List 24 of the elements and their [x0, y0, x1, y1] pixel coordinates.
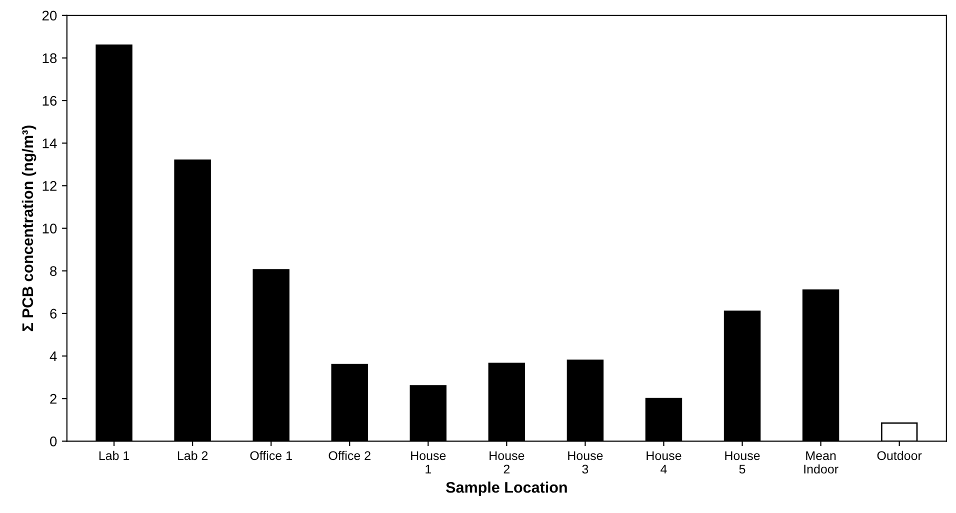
x-tick-label: House 4 [646, 451, 682, 474]
x-tick-label: House 5 [725, 451, 760, 474]
y-axis-title: Σ PCB concentration (ng/m³) [22, 126, 36, 332]
y-tick-label: 20 [42, 10, 57, 21]
x-tick-label: Outdoor [877, 450, 922, 460]
y-tick-label: 4 [50, 352, 57, 362]
x-tick-label: Office 1 [250, 450, 292, 460]
x-tick-label: Lab 2 [178, 450, 208, 460]
y-tick-label: 10 [42, 224, 57, 234]
y-tick-label: 16 [42, 96, 57, 106]
x-tick-label: House 2 [490, 451, 524, 474]
y-tick-label: 6 [50, 308, 57, 319]
x-tick-label: House 3 [568, 451, 603, 474]
x-tick-label: Mean Indoor [804, 451, 838, 474]
x-tick-label: Office 2 [328, 450, 370, 460]
x-axis-title: Sample Location [446, 482, 567, 496]
x-tick-label: Lab 1 [99, 450, 130, 460]
y-tick-label: 0 [50, 436, 57, 446]
y-tick-label: 12 [42, 181, 56, 191]
x-tick-label: House 1 [411, 451, 446, 474]
y-tick-label: 18 [42, 53, 57, 64]
y-tick-label: 2 [50, 394, 56, 404]
y-tick-label: 14 [42, 138, 57, 148]
y-tick-label: 8 [50, 266, 57, 276]
